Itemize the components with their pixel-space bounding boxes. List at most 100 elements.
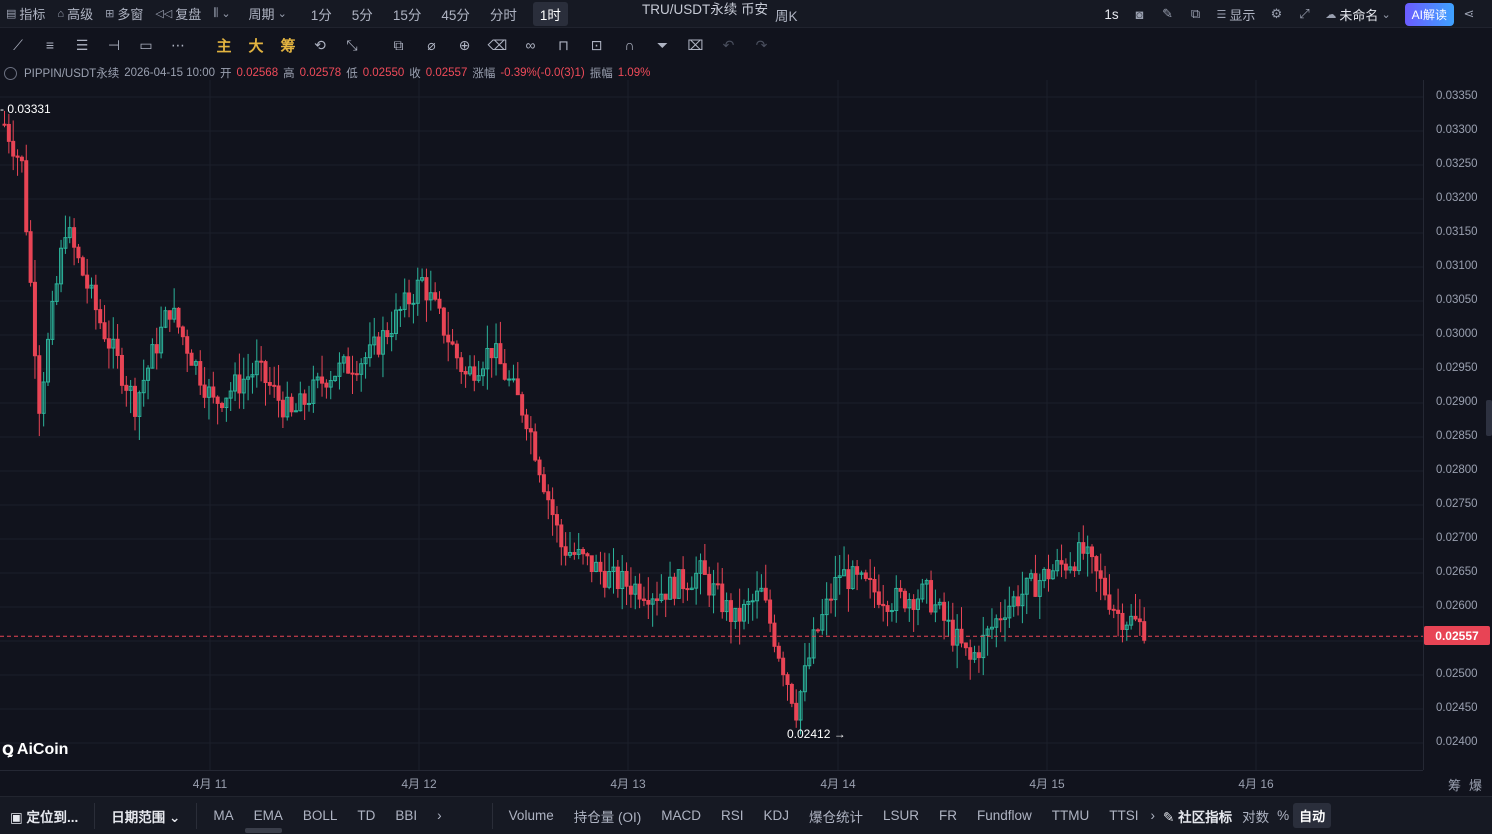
indicator-liquidation[interactable]: 爆仓统计 [808, 809, 863, 825]
percent-scale-toggle[interactable]: % [1277, 808, 1290, 823]
chevron-right-icon[interactable]: › [437, 808, 442, 823]
community-indicators-button[interactable]: ✎ 社区指标 [1163, 809, 1233, 825]
indicator-ema[interactable]: EMA [253, 808, 283, 823]
candle-body [724, 600, 729, 613]
period-week[interactable]: 周K [775, 9, 798, 24]
indicator-bbi[interactable]: BBI [395, 808, 418, 823]
period-timeshare[interactable]: 分时 [489, 7, 517, 23]
indicator-volume[interactable]: Volume [508, 808, 554, 823]
sync-icon[interactable]: ⟲ [314, 36, 326, 53]
candle-body [46, 338, 50, 383]
candle [1103, 565, 1108, 601]
magnet-icon[interactable]: ∩ [624, 37, 635, 53]
replay-button[interactable]: ◁◁ 复盘 [155, 7, 202, 22]
date-tick-label: 4月 15 [1029, 777, 1065, 791]
indicator-macd[interactable]: MACD [661, 808, 701, 823]
measure-icon[interactable]: ⤡ [346, 36, 358, 53]
interval-button[interactable]: 1s [1104, 6, 1119, 22]
cycle-dropdown[interactable]: 周期 ⌄ [248, 7, 287, 22]
chevron-right-icon[interactable]: › [1150, 808, 1156, 823]
candle [589, 555, 594, 583]
pen-icon[interactable]: ✎ [1162, 6, 1173, 21]
period-1m[interactable]: 1分 [310, 7, 332, 23]
filter-icon[interactable]: ⏷ [656, 36, 669, 53]
scroll-thumb[interactable] [245, 828, 282, 833]
parallel-lines-icon[interactable]: ≡ [45, 37, 55, 53]
more-tools-icon[interactable]: ⋯ [171, 36, 185, 53]
indicator-ttmu[interactable]: TTMU [1051, 808, 1090, 823]
indicator-oi[interactable]: 持仓量 (OI) [573, 809, 642, 825]
link-icon[interactable]: ∞ [525, 37, 536, 53]
indicator-ttsi[interactable]: TTSI [1109, 808, 1139, 823]
candle-body [272, 384, 277, 387]
share-icon[interactable]: ⋖ [1463, 6, 1475, 21]
date-axis[interactable]: 4月 11 4月 12 4月 13 4月 14 4月 15 4月 16 [0, 770, 1423, 794]
indicator-fr[interactable]: FR [939, 808, 957, 823]
bookmark-icon[interactable]: ⧉ [1190, 6, 1201, 21]
candle-body [750, 600, 755, 603]
advanced-button[interactable]: ⌂ 高级 [57, 7, 94, 22]
candle [241, 357, 246, 410]
chart-type-button[interactable]: ⫼ ⌄ [207, 2, 236, 26]
alert-icon[interactable]: ⊡ [590, 36, 603, 53]
indicator-button[interactable]: ▤ 指标 [6, 7, 46, 22]
candle-body [93, 284, 98, 311]
price-axis[interactable]: 0.03350 0.03300 0.03250 0.03200 0.03150 0.031… [1423, 80, 1492, 770]
horizontal-ray-icon[interactable]: ⊣ [107, 36, 121, 53]
collapse-icon[interactable] [4, 66, 17, 80]
period-1h[interactable]: 1时 [532, 1, 568, 26]
big-order-button[interactable]: 大 [248, 37, 264, 55]
ruler-icon[interactable]: ⌀ [427, 36, 436, 53]
candle-body [650, 598, 655, 605]
candle-body [498, 343, 503, 365]
locate-button[interactable]: ▣ 定位到... [10, 809, 79, 825]
indicator-rsi[interactable]: RSI [720, 808, 744, 823]
trash-icon[interactable]: ⌧ [687, 36, 704, 53]
lock-icon[interactable]: ⊓ [558, 36, 569, 53]
candlestick-chart[interactable] [0, 80, 1423, 770]
display-button[interactable]: ☰ 显示 [1216, 7, 1256, 23]
indicator-fundflow[interactable]: Fundflow [977, 808, 1032, 823]
indicator-kdj[interactable]: KDJ [763, 808, 789, 823]
settings-icon[interactable]: ⚙ [1270, 6, 1283, 21]
ai-interpret-button[interactable]: AI解读 [1404, 2, 1454, 26]
indicator-boll[interactable]: BOLL [302, 808, 338, 823]
camera-icon[interactable]: ◙ [1135, 6, 1144, 22]
candle [798, 689, 803, 735]
candle-body [694, 572, 699, 589]
candle [1133, 594, 1138, 622]
multi-window-button[interactable]: ⊞ 多窗 [105, 7, 144, 22]
horizontal-lines-icon[interactable]: ☰ [75, 36, 89, 53]
period-5m[interactable]: 5分 [351, 7, 373, 23]
candle [641, 586, 646, 607]
chip-distribution-button[interactable]: 筹 [280, 37, 296, 55]
undo-icon[interactable]: ↶ [722, 36, 735, 53]
candle-body [1076, 542, 1081, 572]
rectangle-icon[interactable]: ▭ [139, 36, 153, 53]
period-15m[interactable]: 15分 [392, 7, 422, 23]
candle [772, 614, 777, 653]
auto-scale-toggle[interactable]: 自动 [1293, 803, 1332, 828]
liquidation-toggle[interactable]: 爆 [1469, 778, 1483, 793]
candle [694, 556, 699, 605]
zoom-icon[interactable]: ⊕ [458, 36, 471, 53]
indicator-ma[interactable]: MA [213, 808, 234, 823]
indicator-td[interactable]: TD [357, 808, 376, 823]
indicator-lsur[interactable]: LSUR [882, 808, 919, 823]
candle [907, 593, 912, 622]
date-range-dropdown[interactable]: 日期范围 ⌄ [111, 809, 181, 825]
period-45m[interactable]: 45分 [441, 7, 470, 23]
main-chart-button[interactable]: 主 [216, 37, 232, 55]
layout-name-dropdown[interactable]: ☁ 未命名 ⌄ [1325, 7, 1391, 23]
copy-icon[interactable]: ⧉ [393, 36, 404, 53]
redo-icon[interactable]: ↷ [755, 36, 768, 53]
chip-toggle[interactable]: 筹 [1448, 778, 1462, 793]
fullscreen-icon[interactable]: ⤢ [1299, 6, 1310, 21]
side-panel-handle[interactable] [1486, 400, 1492, 436]
candle-body [976, 652, 981, 659]
log-scale-toggle[interactable]: 对数 [1242, 809, 1270, 825]
eraser-icon[interactable]: ⌫ [487, 36, 508, 53]
candle [220, 401, 224, 412]
candle [46, 332, 50, 387]
trendline-icon[interactable]: ⟋ [13, 36, 23, 53]
